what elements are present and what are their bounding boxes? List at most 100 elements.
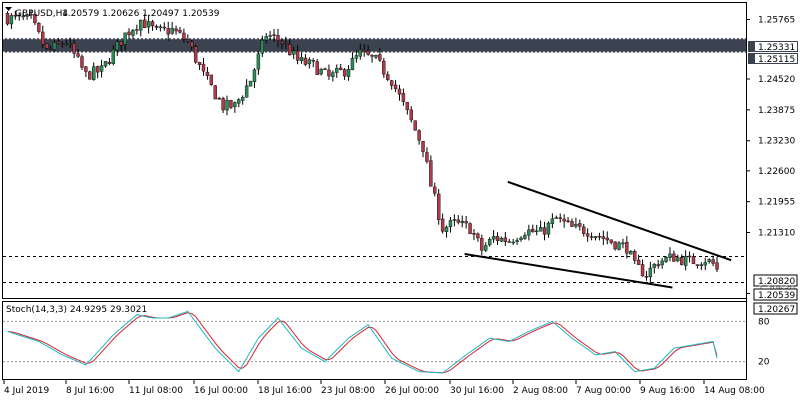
bear-candle bbox=[413, 120, 417, 131]
stoch-title: Stoch(14,3,3) 24.9295 29.3021 bbox=[6, 305, 147, 315]
bear-candle bbox=[640, 264, 645, 277]
bear-candle bbox=[464, 221, 468, 224]
bear-candle bbox=[401, 93, 406, 102]
bear-candle bbox=[542, 227, 547, 235]
bull-candle bbox=[260, 39, 264, 54]
bull-candle bbox=[244, 85, 249, 98]
collapse-arrow-icon[interactable] bbox=[5, 7, 12, 11]
bear-candle bbox=[295, 50, 300, 61]
current-price-label: 1.20539 bbox=[758, 291, 795, 301]
bear-candle bbox=[197, 62, 202, 66]
bull-candle bbox=[135, 29, 139, 31]
bear-candle bbox=[303, 57, 308, 65]
bull-candle bbox=[487, 239, 492, 246]
zone-top-label-inner bbox=[755, 42, 797, 51]
bear-candle bbox=[95, 66, 100, 73]
bear-candle bbox=[272, 34, 276, 36]
bull-candle bbox=[99, 65, 104, 72]
bear-candle bbox=[311, 60, 315, 62]
zone-bottom-label: 1.25115 bbox=[758, 55, 795, 65]
zone-bottom-label-inner bbox=[755, 54, 797, 63]
candles bbox=[5, 9, 719, 284]
bull-candle bbox=[170, 27, 174, 34]
time-tick-label: 9 Aug 16:00 bbox=[640, 386, 695, 396]
bull-candle bbox=[703, 262, 707, 266]
bull-candle bbox=[491, 236, 496, 240]
resistance-zone-labels: 1.25331 1.25115 bbox=[748, 41, 798, 65]
bear-candle bbox=[174, 28, 178, 32]
bull-candle bbox=[248, 80, 253, 87]
bull-candle bbox=[358, 49, 362, 57]
bull-candle bbox=[103, 60, 108, 67]
bear-candle bbox=[472, 233, 476, 235]
bull-candle bbox=[535, 230, 539, 233]
level-labels: 1.20820 1.20630 1.20539 1.20267 bbox=[753, 274, 798, 315]
bear-candle bbox=[570, 221, 574, 227]
bear-candle bbox=[409, 109, 413, 121]
current-price-box bbox=[753, 288, 798, 301]
symbol-label: GBPUSD,H4 bbox=[15, 9, 68, 19]
time-tick-label: 26 Jul 00:00 bbox=[385, 386, 439, 396]
bull-candle bbox=[299, 57, 304, 62]
bear-candle bbox=[597, 235, 602, 238]
bear-candle bbox=[386, 74, 390, 80]
bear-candle bbox=[405, 102, 410, 110]
bull-candle bbox=[629, 251, 633, 255]
time-tick-label: 4 Jul 2019 bbox=[4, 386, 49, 396]
bear-candle bbox=[190, 41, 194, 48]
bear-candle bbox=[429, 160, 433, 187]
bear-candle bbox=[213, 85, 217, 100]
bear-candle bbox=[41, 31, 45, 45]
bull-candle bbox=[668, 253, 672, 258]
bear-candle bbox=[154, 25, 159, 28]
bear-candle bbox=[5, 12, 10, 25]
bear-candle bbox=[644, 275, 649, 278]
bear-candle bbox=[193, 46, 198, 63]
bull-candle bbox=[252, 69, 257, 83]
upper-trendline bbox=[507, 180, 732, 262]
bull-candle bbox=[115, 41, 119, 51]
bull-candle bbox=[331, 72, 335, 77]
bull-candle bbox=[374, 54, 378, 58]
bull-candle bbox=[683, 256, 688, 266]
bull-candle bbox=[264, 36, 268, 41]
bull-candle bbox=[527, 229, 531, 236]
bull-candle bbox=[707, 259, 711, 262]
bear-candle bbox=[562, 218, 566, 222]
resistance-zone bbox=[3, 38, 746, 53]
bear-candle bbox=[127, 31, 131, 36]
bull-candle bbox=[519, 237, 523, 240]
level-label-box-1.20267 bbox=[753, 302, 798, 315]
bull-candle bbox=[25, 14, 29, 17]
bear-candle bbox=[37, 22, 41, 32]
bear-candle bbox=[558, 217, 562, 219]
bear-candle bbox=[656, 264, 660, 267]
time-tick-label: 30 Jul 16:00 bbox=[450, 386, 504, 396]
bear-candle bbox=[425, 152, 429, 162]
bull-candle bbox=[291, 50, 296, 55]
bear-candle bbox=[382, 60, 386, 75]
bull-candle bbox=[64, 43, 69, 46]
bull-candle bbox=[550, 218, 555, 224]
bull-candle bbox=[9, 15, 14, 25]
price-tick-label: 1.22600 bbox=[758, 167, 795, 177]
bull-candle bbox=[499, 237, 504, 242]
bear-candle bbox=[437, 193, 441, 220]
bull-candle bbox=[621, 242, 625, 245]
bear-candle bbox=[589, 236, 594, 238]
bear-candle bbox=[613, 241, 617, 250]
time-tick-label: 11 Jul 08:00 bbox=[129, 386, 183, 396]
price-tick-label: 1.21955 bbox=[758, 198, 795, 208]
bull-candle bbox=[92, 66, 96, 80]
bear-candle bbox=[229, 100, 233, 108]
bear-candle bbox=[84, 66, 88, 72]
bear-candle bbox=[284, 42, 288, 45]
bull-candle bbox=[158, 26, 163, 28]
bear-candle bbox=[178, 29, 182, 33]
price-tick-label: 1.23230 bbox=[758, 137, 795, 147]
time-tick-label: 2 Aug 08:00 bbox=[513, 386, 568, 396]
bull-candle bbox=[648, 267, 653, 278]
price-tick-label: 1.24520 bbox=[758, 75, 795, 85]
stoch-signal-line bbox=[7, 312, 718, 374]
